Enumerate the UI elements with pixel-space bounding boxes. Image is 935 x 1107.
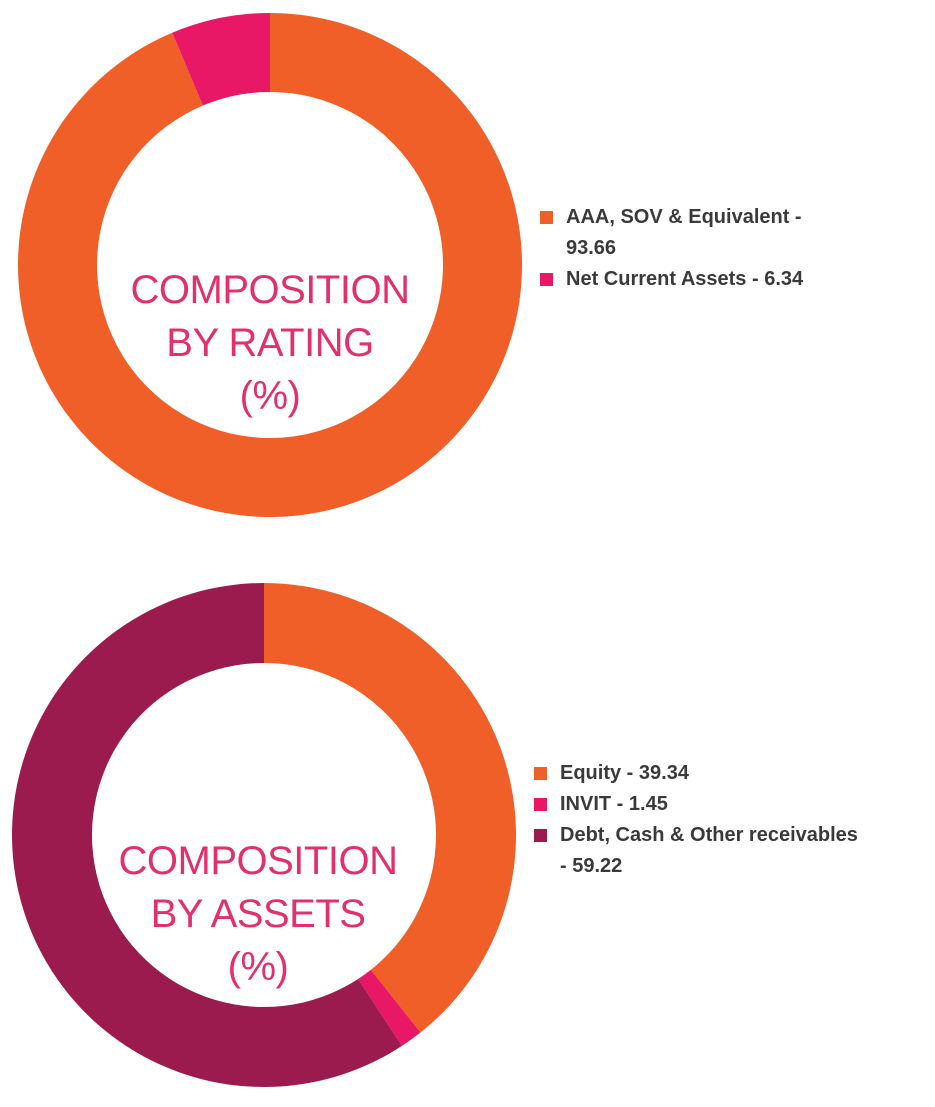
donut-slice-debt-cash-other-receivables [11,583,402,1087]
legend-item-invit: INVIT - 1.45 [534,789,858,820]
rating-title-line-1: COMPOSITION [130,268,410,312]
legend-label: 93.66 [566,237,617,259]
legend-item-net-current-assets: Net Current Assets - 6.34 [540,264,803,295]
legend-label: Equity - 39.34 [560,762,689,784]
rating-title-line-3: (%) [239,374,301,418]
assets-legend: Equity - 39.34 INVIT - 1.45 Debt, Cash &… [534,758,858,882]
rating-title-line-2: BY RATING [166,321,374,365]
legend-label: Debt, Cash & Other receivables [560,824,858,846]
donut-slice-aaa-sov-equivalent [17,13,522,517]
legend-label: INVIT - 1.45 [560,793,668,815]
legend-swatch [540,273,553,286]
donut-slice-net-current-assets [172,13,270,106]
assets-title-line-3: (%) [227,945,289,989]
assets-title-line-2: BY ASSETS [150,892,366,936]
legend-item-equity: Equity - 39.34 [534,758,858,789]
assets-chart-title: COMPOSITION BY ASSETS (%) [58,835,458,994]
rating-chart-title: COMPOSITION BY RATING (%) [70,264,470,423]
legend-swatch [534,767,547,780]
legend-label: - 59.22 [560,855,623,877]
assets-title-line-1: COMPOSITION [118,839,398,883]
rating-legend: AAA, SOV & Equivalent - 93.66 Net Curren… [540,202,803,295]
legend-swatch [534,798,547,811]
legend-item-aaa: AAA, SOV & Equivalent - 93.66 [540,202,803,264]
legend-label: Net Current Assets - 6.34 [566,268,804,290]
legend-swatch [540,211,553,224]
donut-slice-equity [264,583,516,1033]
donut-slice-invit [358,969,421,1046]
legend-item-debt: Debt, Cash & Other receivables - 59.22 [534,820,858,882]
legend-label: AAA, SOV & Equivalent - [566,206,802,228]
legend-swatch [534,829,547,842]
